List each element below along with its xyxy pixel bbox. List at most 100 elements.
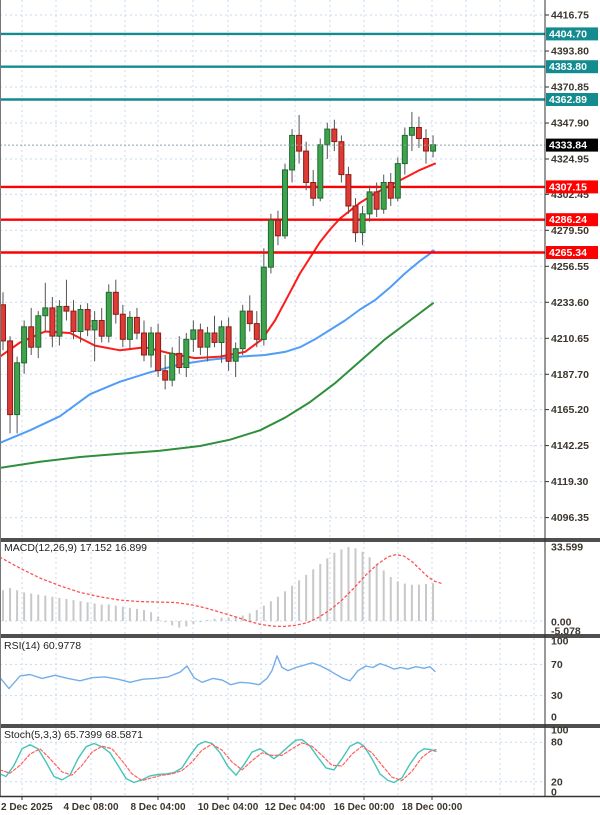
y-axis-tick-label: 4347.90 — [551, 118, 589, 130]
candle — [98, 307, 105, 343]
candle — [119, 304, 126, 348]
candle — [14, 356, 21, 434]
resistance-price-badge — [546, 60, 598, 74]
y-axis-tick-label: 4416.75 — [551, 10, 589, 22]
macd-panel — [0, 547, 545, 628]
candle — [42, 282, 49, 332]
y-axis-tick-label: 4210.65 — [551, 333, 589, 345]
support-price-badge — [546, 246, 598, 259]
candle — [324, 122, 331, 159]
candle — [84, 303, 91, 337]
candle-body — [42, 307, 49, 317]
candle-body — [98, 320, 105, 337]
candle — [225, 317, 232, 371]
indicator-axis-label: 20 — [551, 776, 563, 788]
support-price-badge — [546, 213, 598, 227]
candle-body — [204, 332, 211, 348]
candle-body — [77, 309, 84, 332]
y-axis-tick-label: 4233.60 — [551, 297, 589, 309]
candle-body — [260, 266, 267, 340]
y-axis-tick-label: 4165.20 — [551, 404, 589, 416]
macd-signal-line — [0, 553, 444, 628]
candle — [0, 292, 6, 351]
candle-body — [380, 182, 387, 210]
candle — [70, 300, 77, 340]
candle-body — [155, 332, 162, 372]
indicator-axis-label: 100 — [551, 725, 569, 737]
candle — [197, 323, 204, 355]
y-axis-tick-label: 4119.30 — [551, 476, 589, 488]
candle — [401, 127, 408, 175]
candle-body — [239, 310, 246, 350]
candle-body — [133, 316, 140, 334]
indicator-axis-label: 70 — [551, 659, 563, 671]
candle — [169, 347, 176, 387]
candle — [296, 115, 303, 164]
candle-body — [310, 182, 317, 199]
resistance-price-badge-label: 4404.70 — [549, 28, 587, 40]
candle — [345, 166, 352, 214]
indicator-axis-label: 30 — [551, 690, 563, 702]
candle — [415, 116, 422, 148]
y-axis-tick-label: 4393.80 — [551, 46, 589, 58]
y-axis-tick-label: 4187.70 — [551, 369, 589, 381]
candle — [91, 311, 98, 362]
candle-body — [274, 219, 281, 237]
candle — [63, 279, 70, 321]
y-axis-tick-label: 4370.85 — [551, 82, 589, 94]
macd-indicator-label: MACD(12,26,9) 17.152 16.899 — [4, 542, 148, 554]
candle-body — [232, 348, 239, 362]
candle-body — [246, 310, 253, 325]
x-axis-tick-label: 16 Dec 00:00 — [334, 802, 395, 813]
candle-body — [56, 305, 63, 337]
candle-body — [126, 316, 133, 340]
support-price-badge-label: 4286.24 — [549, 214, 587, 226]
candle-body — [21, 326, 28, 364]
candle — [21, 320, 28, 374]
indicator-axis-label: -5.078 — [551, 626, 581, 638]
candle — [204, 326, 211, 362]
x-axis-tick-label: 2 Dec 2025 — [1, 802, 53, 813]
x-axis-tick-label: 12 Dec 04:00 — [265, 802, 326, 813]
candle-body — [303, 150, 310, 184]
candle-body — [7, 340, 14, 416]
candle — [56, 300, 63, 346]
time-axis: 2 Dec 2025 4 Dec 08:00 8 Dec 04:00 10 Dec 0… — [1, 796, 463, 813]
candle — [7, 336, 14, 434]
candle-body — [415, 127, 422, 139]
candle-body — [112, 291, 119, 315]
rsi-line — [0, 655, 436, 690]
candle — [373, 182, 380, 217]
candle — [112, 279, 119, 324]
candle-body — [63, 305, 70, 312]
candle-body — [119, 313, 126, 340]
candle-body — [317, 144, 324, 199]
candle — [267, 213, 274, 274]
candle — [331, 119, 338, 152]
stoch-indicator-label: Stoch(5,3,3) 65.7399 68.5871 — [4, 729, 143, 741]
candle — [77, 304, 84, 343]
candle-body — [282, 169, 288, 237]
candle-body — [373, 191, 380, 210]
candle-body — [35, 315, 42, 348]
candle — [310, 169, 317, 206]
candle-body — [408, 127, 415, 136]
support-price-badge-label: 4307.15 — [549, 181, 587, 193]
indicator-axis-label: 80 — [551, 737, 563, 749]
candle-body — [28, 326, 35, 348]
candle — [133, 307, 140, 340]
y-axis-tick-label: 4142.25 — [551, 440, 589, 452]
candle-body — [176, 352, 183, 368]
stoch-d-line — [0, 742, 437, 782]
candle-body — [394, 163, 401, 199]
candle — [408, 111, 415, 152]
rsi-panel — [0, 655, 545, 697]
candle — [282, 163, 288, 239]
candles — [0, 111, 437, 434]
indicator-axis-label: 0.00 — [551, 617, 572, 629]
candle-body — [267, 219, 274, 268]
candle — [155, 323, 162, 377]
resistance-price-badge-label: 4362.89 — [549, 94, 587, 106]
candle — [359, 206, 366, 246]
